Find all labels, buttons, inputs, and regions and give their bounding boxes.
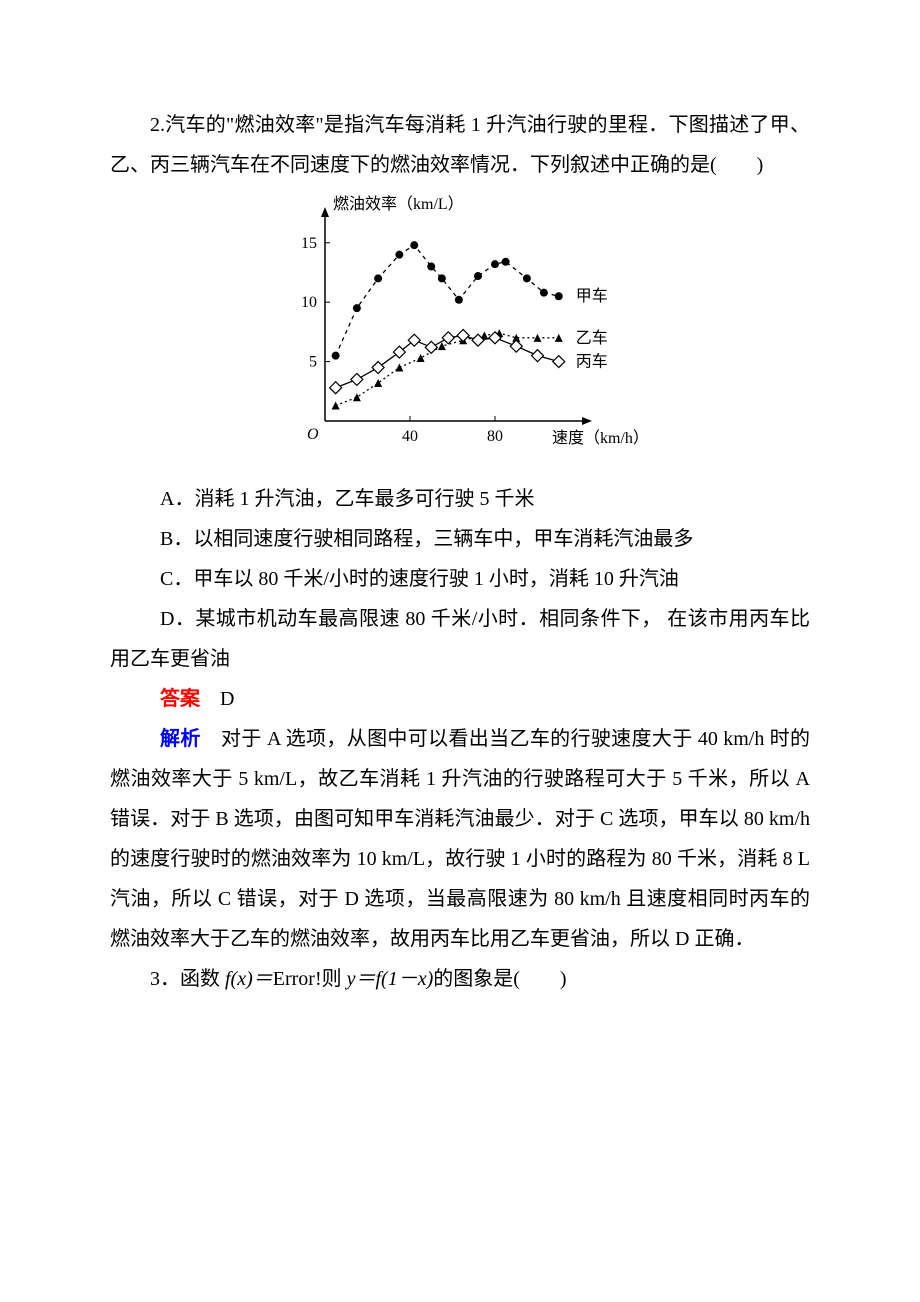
svg-text:5: 5	[309, 354, 317, 371]
answer-value: D	[220, 688, 234, 710]
answer-line: 答案 D	[110, 679, 810, 719]
svg-text:O: O	[307, 426, 319, 443]
svg-text:甲车: 甲车	[576, 287, 608, 305]
choice-b: B．以相同速度行驶相同路程，三辆车中，甲车消耗汽油最多	[110, 519, 810, 559]
svg-text:乙车: 乙车	[576, 329, 608, 347]
q3-stem-after: 的图象是( )	[433, 968, 566, 990]
svg-text:丙车: 丙车	[576, 353, 608, 371]
chart-container: 燃油效率（km/L） 速度（km/h） O 5 10 15 40 80 甲车乙车丙车	[110, 191, 810, 475]
svg-text:燃油效率（km/L）: 燃油效率（km/L）	[333, 195, 464, 213]
q2-stem: 2.汽车的"燃油效率"是指汽车每消耗 1 升汽油行驶的里程．下图描述了甲、乙、丙…	[110, 105, 810, 185]
choice-c: C．甲车以 80 千米/小时的速度行驶 1 小时，消耗 10 升汽油	[110, 559, 810, 599]
q3-func-lhs: f(x)＝	[225, 968, 273, 990]
document-page: 2.汽车的"燃油效率"是指汽车每消耗 1 升汽油行驶的里程．下图描述了甲、乙、丙…	[0, 0, 920, 1302]
fuel-efficiency-chart: 燃油效率（km/L） 速度（km/h） O 5 10 15 40 80 甲车乙车丙车	[270, 191, 650, 461]
svg-text:80: 80	[487, 428, 503, 445]
svg-text:15: 15	[301, 235, 317, 252]
analysis-text: 对于 A 选项，从图中可以看出当乙车的行驶速度大于 40 km/h 时的燃油效率…	[110, 728, 810, 950]
svg-text:40: 40	[402, 428, 418, 445]
q3-error: Error!	[273, 968, 322, 990]
analysis-block: 解析 对于 A 选项，从图中可以看出当乙车的行驶速度大于 40 km/h 时的燃…	[110, 719, 810, 959]
q3-stem: 3．函数 f(x)＝Error!则 y＝f(1－x)的图象是( )	[110, 959, 810, 999]
answer-label: 答案	[160, 688, 200, 710]
q3-yfunc: y＝f(1－x)	[347, 968, 434, 990]
q3-stem-before: 3．函数	[150, 968, 225, 990]
svg-text:速度（km/h）: 速度（km/h）	[552, 429, 649, 447]
svg-text:10: 10	[301, 294, 317, 311]
choice-a: A．消耗 1 升汽油，乙车最多可行驶 5 千米	[110, 479, 810, 519]
analysis-label: 解析	[160, 728, 201, 750]
q3-stem-mid: 则	[322, 968, 347, 990]
choice-d: D．某城市机动车最高限速 80 千米/小时．相同条件下， 在该市用丙车比用乙车更…	[110, 599, 810, 679]
